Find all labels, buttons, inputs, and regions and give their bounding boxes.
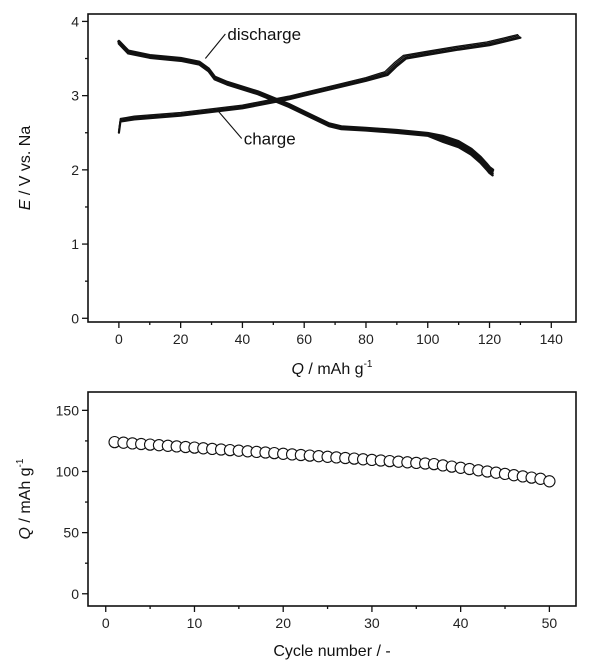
discharge-curve xyxy=(117,41,494,175)
cycle-plot-y-tick-label: 0 xyxy=(71,586,79,602)
voltage-plot-frame xyxy=(87,13,577,323)
voltage-plot-x-tick-label: 20 xyxy=(173,331,189,347)
cycle-plot-x-tick-label: 0 xyxy=(102,615,110,631)
discharge-curve xyxy=(117,41,494,173)
charge-curve xyxy=(118,36,521,133)
cycle-plot-ticks: 0 10 20 30 40 50 0 50 100 150 xyxy=(56,402,558,631)
discharge-annotation-label: discharge xyxy=(227,25,301,44)
voltage-plot-x-tick-label: 140 xyxy=(540,331,564,347)
voltage-plot-x-axis-label: Q / mAh g-1 xyxy=(292,359,373,378)
voltage-plot-ticks: 0 20 40 60 80 100 120 140 0 1 2 3 4 xyxy=(71,13,563,347)
cycle-plot-y-tick-label: 150 xyxy=(56,402,80,418)
charge-annotation-label: charge xyxy=(244,129,296,148)
charge-curve xyxy=(118,33,519,131)
voltage-plot-x-tick-label: 120 xyxy=(478,331,502,347)
capacity-cycle-panel: 0 10 20 30 40 50 0 50 100 150 Cycle number / - Q … xyxy=(15,391,577,660)
cycle-plot-x-tick-label: 50 xyxy=(542,615,558,631)
voltage-plot-y-tick-label: 1 xyxy=(71,236,79,252)
voltage-plot-y-tick-label: 0 xyxy=(71,310,79,326)
voltage-plot-x-tick-label: 0 xyxy=(115,331,123,347)
charge-annotation-leader xyxy=(217,110,243,139)
cycle-plot-y-tick-label: 50 xyxy=(63,525,79,541)
voltage-plot-y-tick-label: 4 xyxy=(71,13,79,29)
voltage-plot-y-tick-label: 2 xyxy=(71,162,79,178)
cycle-plot-y-axis-label: Q / mAh g-1 xyxy=(15,458,34,539)
cycle-plot-x-tick-label: 20 xyxy=(275,615,291,631)
voltage-plot-x-tick-label: 80 xyxy=(358,331,374,347)
cycle-plot-y-tick-label: 100 xyxy=(56,463,80,479)
cycle-plot-x-tick-label: 40 xyxy=(453,615,469,631)
voltage-plot-x-tick-label: 40 xyxy=(235,331,251,347)
voltage-plot-x-tick-label: 60 xyxy=(296,331,312,347)
voltage-plot-y-tick-label: 3 xyxy=(71,88,79,104)
capacity-point xyxy=(543,475,556,488)
discharge-curve xyxy=(117,42,494,177)
voltage-plot-y-axis-label: E / V vs. Na xyxy=(17,126,34,211)
cycle-plot-x-tick-label: 30 xyxy=(364,615,380,631)
charge-curve xyxy=(118,34,520,132)
cycle-plot-frame xyxy=(87,391,577,607)
charge-curve xyxy=(117,36,522,134)
cycle-plot-x-axis-label: Cycle number / - xyxy=(273,643,390,660)
cycle-plot-x-tick-label: 10 xyxy=(187,615,203,631)
voltage-plot-annotations: discharge charge xyxy=(204,25,301,148)
voltage-plot-x-tick-label: 100 xyxy=(416,331,440,347)
discharge-annotation-leader xyxy=(204,33,226,59)
cycle-plot-points xyxy=(108,435,556,488)
voltage-plot-curves xyxy=(117,33,522,177)
